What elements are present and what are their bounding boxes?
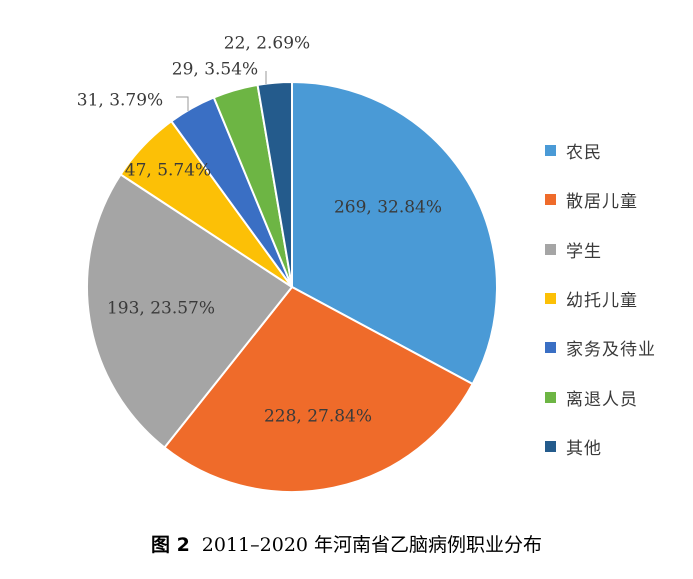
legend-item: 幼托儿童 [545,274,690,323]
legend-item: 家务及待业 [545,323,690,372]
data-label: 31, 3.79% [77,91,163,111]
legend-swatch [545,391,556,403]
figure-caption: 图 2 2011–2020 年河南省乙脑病例职业分布 [0,530,693,557]
legend-item: 其他 [545,422,690,471]
figure-number: 图 2 [150,534,190,556]
data-label: 29, 3.54% [172,60,258,80]
data-label: 228, 27.84% [264,407,372,427]
pie-slice [163,285,474,493]
legend-swatch [545,145,556,157]
pie-slice [291,80,498,386]
data-label: 47, 5.74% [125,161,211,181]
legend-label: 幼托儿童 [566,291,638,312]
legend-label: 其他 [566,438,602,459]
legend-label: 散居儿童 [566,192,638,213]
data-label: 22, 2.69% [224,34,310,54]
legend-label: 农民 [566,143,602,164]
legend-swatch [545,293,556,305]
legend-label: 学生 [566,241,602,262]
pie-slices [86,80,498,493]
leader-line [176,96,189,111]
legend-label: 家务及待业 [566,340,656,361]
legend: 农民散居儿童学生幼托儿童家务及待业离退人员其他 [545,126,690,471]
legend-swatch [545,194,556,206]
data-label: 193, 23.57% [107,299,215,319]
legend-item: 散居儿童 [545,175,690,224]
pie-slice [256,80,293,288]
data-labels: 269, 32.84% 228, 27.84% 193, 23.57% 47, 5.7… [77,34,442,427]
data-label: 269, 32.84% [334,198,442,218]
legend-swatch [545,342,556,354]
caption-text: 2011–2020 年河南省乙脑病例职业分布 [201,534,543,556]
legend-item: 学生 [545,225,690,274]
legend-label: 离退人员 [566,389,638,410]
legend-item: 离退人员 [545,372,690,421]
legend-item: 农民 [545,126,690,175]
leader-lines [176,71,267,111]
legend-swatch [545,440,556,452]
pie-slice [86,173,294,449]
legend-swatch [545,243,556,255]
